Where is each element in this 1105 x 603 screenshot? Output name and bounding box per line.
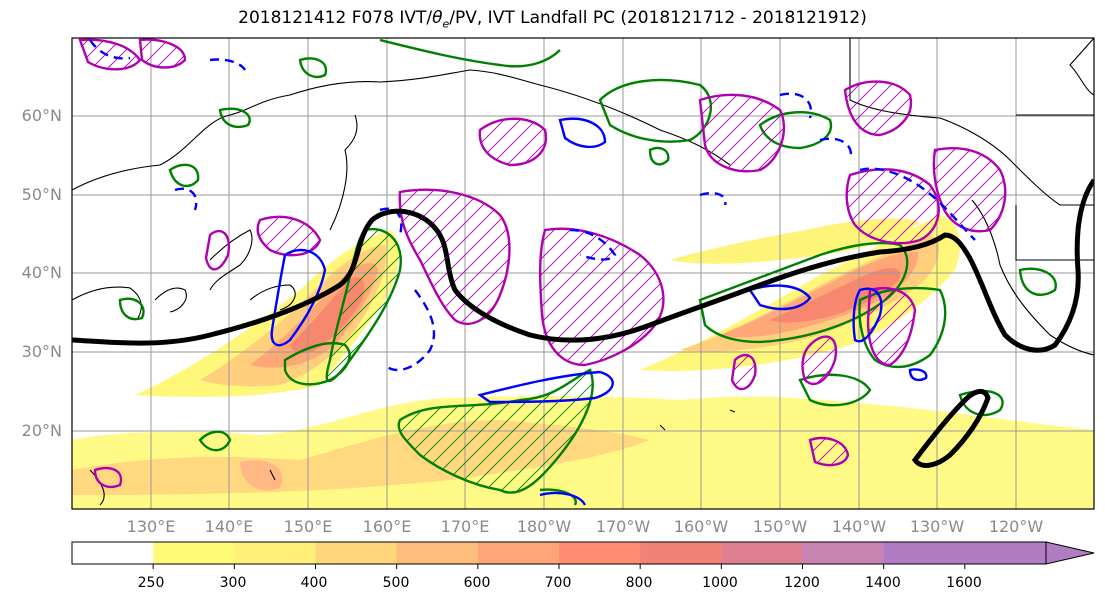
colorbar-cell <box>234 542 316 564</box>
colorbar-cell <box>72 542 154 564</box>
lat-label-40n: 40°N <box>21 263 62 282</box>
colorbar <box>71 541 1095 569</box>
map-frame <box>71 37 1095 510</box>
colorbar-cell <box>477 542 560 564</box>
lon-label-170e: 170°E <box>440 517 490 536</box>
colorbar-cell <box>153 542 235 564</box>
title-theta: θ <box>432 8 443 28</box>
lon-label-180w: 180°W <box>516 517 572 536</box>
colorbar-label-500: 500 <box>382 575 410 591</box>
colorbar-cell <box>640 542 722 564</box>
lon-label-120w: 120°W <box>988 517 1044 536</box>
colorbar-cell <box>964 542 1047 564</box>
lat-label-60n: 60°N <box>21 106 62 125</box>
colorbar-label-1600: 1600 <box>946 575 982 591</box>
colorbar-label-250: 250 <box>137 575 165 591</box>
title-sub-e: e <box>442 17 450 31</box>
colorbar-label-800: 800 <box>625 575 653 591</box>
lon-label-140e: 140°E <box>204 517 254 536</box>
colorbar-label-300: 300 <box>219 575 247 591</box>
colorbar-label-700: 700 <box>544 575 572 591</box>
colorbar-cell <box>721 542 803 564</box>
colorbar-cell <box>396 542 479 564</box>
title-suffix: /PV, IVT Landfall PC (2018121712 - 20181… <box>449 8 867 28</box>
lon-label-140w: 140°W <box>831 517 887 536</box>
lon-label-150w: 150°W <box>752 517 808 536</box>
lat-label-20n: 20°N <box>21 421 62 440</box>
theta-e-contours <box>72 178 1094 468</box>
colorbar-label-1400: 1400 <box>865 575 901 591</box>
colorbar-label-1000: 1000 <box>702 575 738 591</box>
colorbar-label-1200: 1200 <box>784 575 820 591</box>
colorbar-cell <box>883 542 966 564</box>
map-title: 2018121412 F078 IVT/θe/PV, IVT Landfall … <box>0 8 1105 30</box>
lon-label-160e: 160°E <box>362 517 412 536</box>
lon-label-170w: 170°W <box>595 517 651 536</box>
colorbar-cell <box>802 542 885 564</box>
colorbar-cell <box>559 542 641 564</box>
title-prefix: 2018121412 F078 IVT/ <box>238 8 433 28</box>
lon-label-150e: 150°E <box>283 517 333 536</box>
colorbar-cells <box>72 542 1047 564</box>
colorbar-label-400: 400 <box>300 575 328 591</box>
colorbar-extend-arrow <box>1045 541 1095 565</box>
colorbar-ticks <box>152 564 966 569</box>
colorbar-label-600: 600 <box>463 575 491 591</box>
lon-label-130e: 130°E <box>126 517 176 536</box>
lat-label-30n: 30°N <box>21 342 62 361</box>
lon-label-130w: 130°W <box>909 517 965 536</box>
colorbar-cell <box>315 542 398 564</box>
lon-label-160w: 160°W <box>673 517 729 536</box>
lat-label-50n: 50°N <box>21 185 62 204</box>
